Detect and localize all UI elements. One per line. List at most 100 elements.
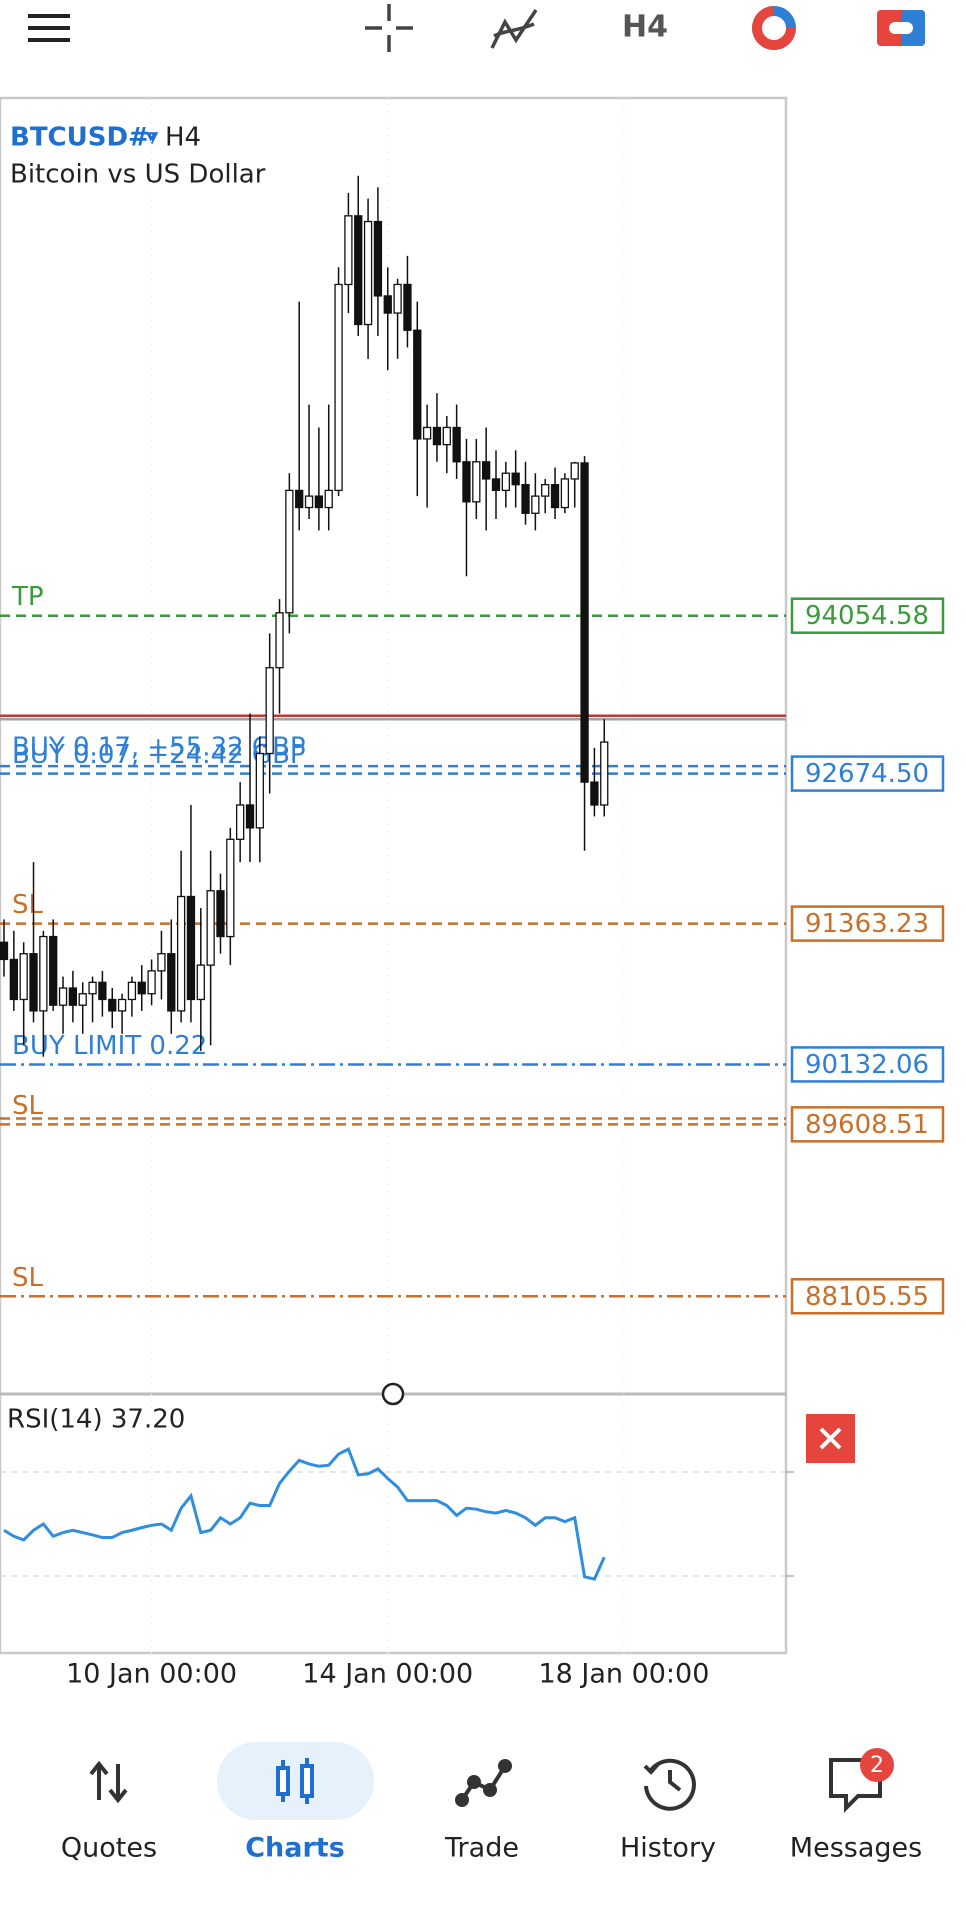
candle-body xyxy=(383,295,392,314)
active-tab-highlight xyxy=(217,1742,374,1820)
nav-history[interactable]: History xyxy=(620,1833,716,1864)
candle-body xyxy=(422,426,432,440)
candle-body xyxy=(255,752,264,829)
candle-body xyxy=(88,981,97,995)
rsi-line xyxy=(3,1447,606,1581)
charts-icon[interactable] xyxy=(276,1758,314,1804)
candle-body xyxy=(176,895,186,1012)
price-box-label: 94054.58 xyxy=(805,601,929,631)
pane-resize-handle[interactable] xyxy=(381,1382,405,1406)
candle-body xyxy=(521,484,530,514)
candle-body xyxy=(304,495,314,509)
trade-signal-button[interactable] xyxy=(752,6,796,50)
candle-body xyxy=(167,953,176,1012)
chart-frame xyxy=(0,96,788,1655)
candle-body xyxy=(265,667,274,755)
price-box xyxy=(790,597,945,634)
candle-body xyxy=(560,478,570,509)
rsi-label: RSI(14) 37.20 xyxy=(7,1405,185,1435)
messages-badge xyxy=(860,1748,894,1782)
symbol[interactable]: BTCUSD# xyxy=(10,123,150,153)
price-box-label: 88105.55 xyxy=(805,1282,929,1312)
candle-body xyxy=(19,953,28,1001)
menu-button[interactable] xyxy=(28,14,70,42)
price-line-label: SL xyxy=(12,1091,44,1121)
candle-body xyxy=(39,935,48,1012)
price-line-label: BUY LIMIT 0.22 xyxy=(12,1031,207,1061)
candle-body xyxy=(9,958,18,1001)
symbol-dropdown[interactable]: ▼ xyxy=(146,128,159,147)
indicators-button[interactable] xyxy=(490,9,538,49)
candle-body xyxy=(442,426,451,446)
candle-body xyxy=(550,484,560,509)
nav-messages[interactable]: Messages xyxy=(790,1833,922,1864)
candle-body xyxy=(295,489,304,509)
price-box xyxy=(790,1278,945,1315)
candle-body xyxy=(344,215,353,286)
price-line-label: SL xyxy=(12,890,44,920)
candle-body xyxy=(482,461,491,480)
candle-body xyxy=(462,461,471,503)
candle-body xyxy=(49,935,58,1006)
candle-body xyxy=(137,981,146,995)
candle-body xyxy=(98,981,107,1001)
trade-icon[interactable] xyxy=(455,1759,512,1807)
candle-body xyxy=(0,941,9,961)
candle-body xyxy=(541,484,550,497)
close-indicator-button[interactable] xyxy=(806,1414,855,1463)
price-line-label: SL xyxy=(12,1263,44,1293)
candle-body xyxy=(147,970,156,995)
one-click-button[interactable] xyxy=(877,10,925,46)
nav-trade[interactable]: Trade xyxy=(444,1833,519,1864)
nav-quotes[interactable]: Quotes xyxy=(61,1833,157,1864)
price-box xyxy=(790,1046,945,1083)
candle-body xyxy=(68,987,78,1006)
nav-charts[interactable]: Charts xyxy=(245,1833,345,1864)
messages-badge-count: 2 xyxy=(870,1753,884,1778)
candle-body xyxy=(275,612,284,669)
quotes-icon[interactable] xyxy=(89,1760,128,1804)
candle-body xyxy=(78,993,87,1006)
timeframe-button[interactable]: H4 xyxy=(622,10,668,45)
candle-body xyxy=(570,462,579,480)
candle-body xyxy=(245,804,255,829)
candle-body xyxy=(196,964,205,1001)
price-box xyxy=(790,755,945,792)
candle-body xyxy=(285,489,294,614)
candle-body xyxy=(413,329,422,440)
candle-body xyxy=(452,426,461,463)
candle-body xyxy=(186,895,196,1001)
candle-body xyxy=(108,998,117,1012)
candle-body xyxy=(324,489,333,509)
x-tick-label: 10 Jan 00:00 xyxy=(66,1659,237,1690)
candle-body xyxy=(334,283,343,492)
price-box-label: 91363.23 xyxy=(805,909,929,939)
candle-body xyxy=(29,953,38,1012)
candle-body xyxy=(491,478,501,492)
candle-body xyxy=(600,741,609,806)
candle-body xyxy=(393,283,402,314)
candle-body xyxy=(157,953,166,972)
chart-timeframe: H4 xyxy=(165,123,201,153)
candle-body xyxy=(531,495,540,514)
candle-body xyxy=(501,472,510,492)
candle-body xyxy=(58,987,68,1006)
candle-body xyxy=(511,472,520,486)
candle-body xyxy=(580,462,589,783)
candle-body xyxy=(373,220,383,297)
price-box-label: 89608.51 xyxy=(805,1110,929,1140)
crosshair-button[interactable] xyxy=(365,4,413,52)
candle-body xyxy=(590,781,599,806)
x-tick-label: 18 Jan 00:00 xyxy=(538,1659,709,1690)
candle-body xyxy=(226,838,235,938)
candle-body xyxy=(127,981,137,1001)
history-icon[interactable] xyxy=(643,1758,696,1811)
candle-body xyxy=(432,426,442,446)
price-box xyxy=(790,905,945,942)
candle-body xyxy=(363,220,373,326)
candle-body xyxy=(354,215,363,326)
candle-body xyxy=(216,890,225,938)
candle-body xyxy=(403,283,412,331)
